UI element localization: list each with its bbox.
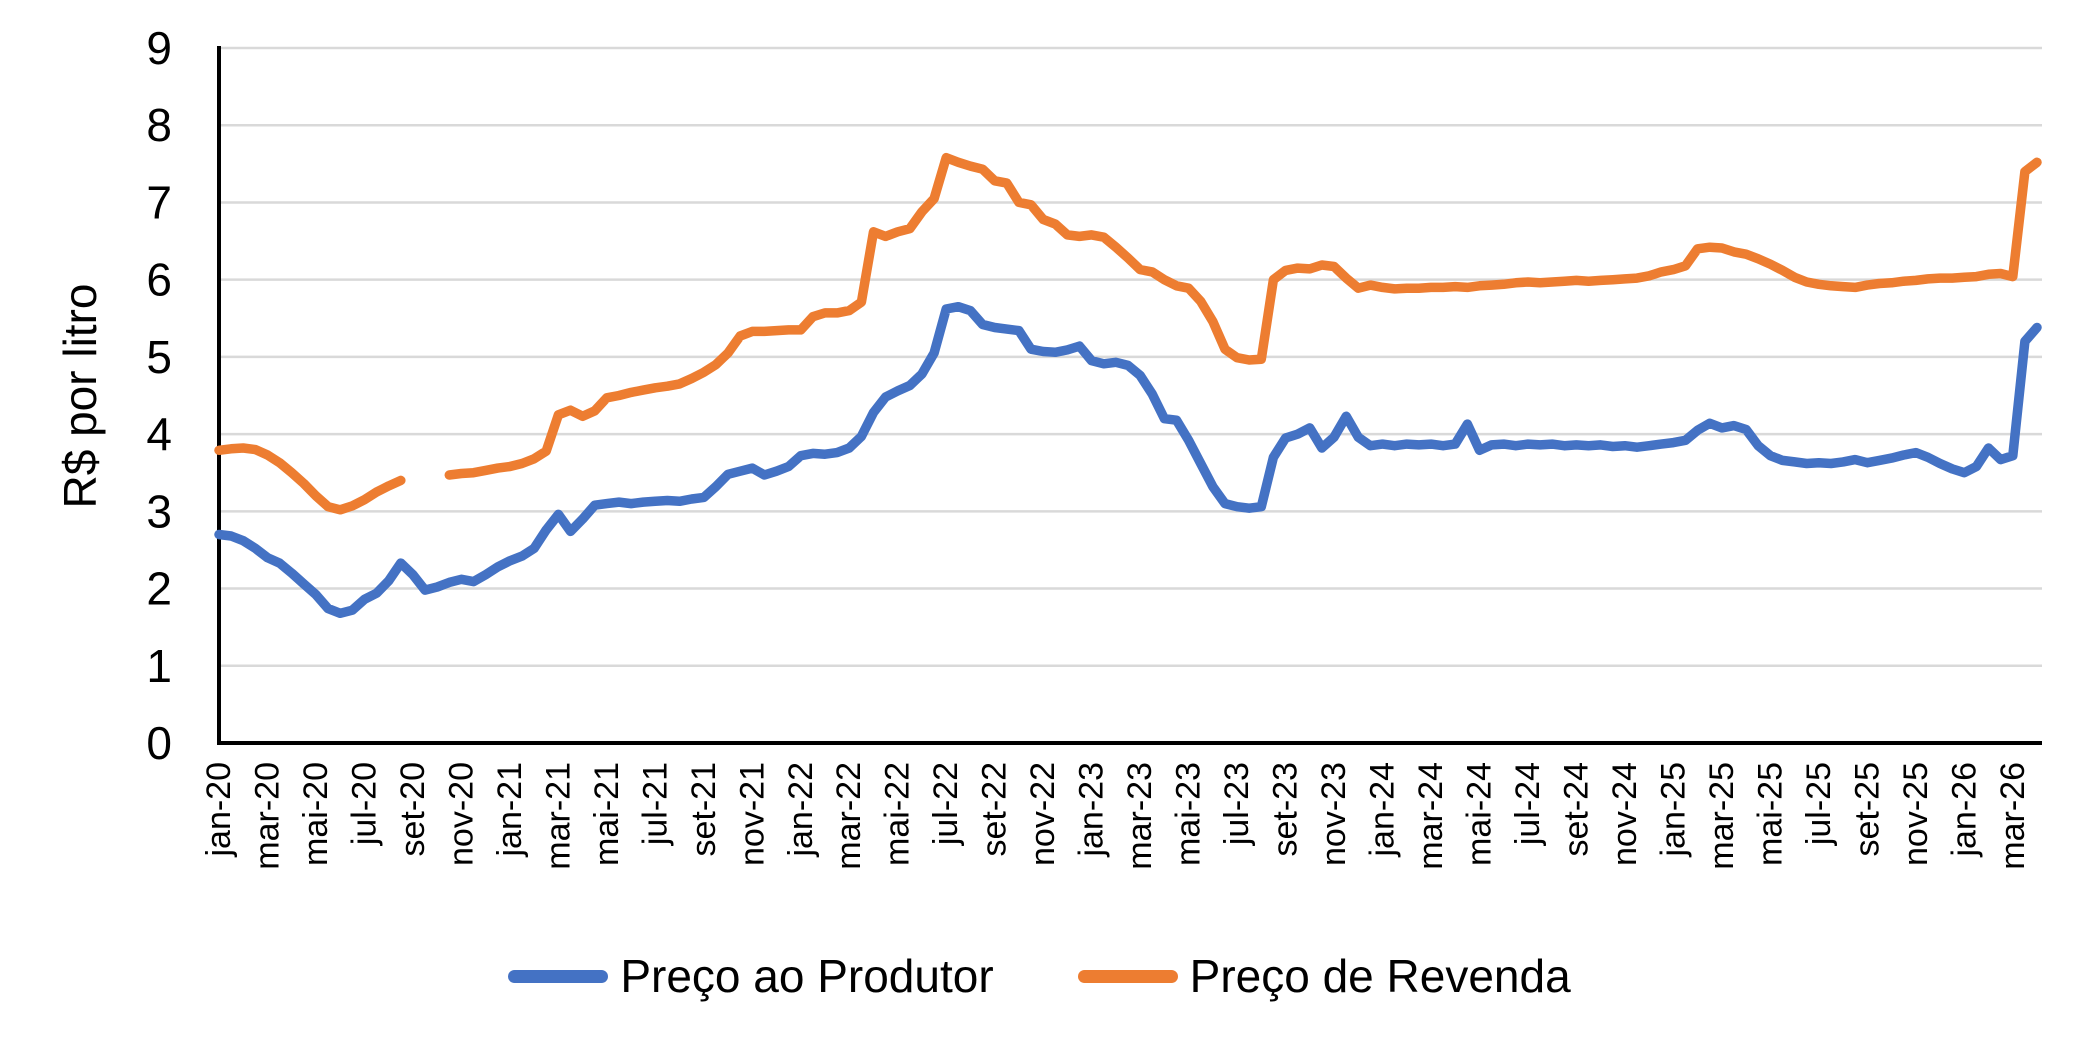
svg-text:set-24: set-24 bbox=[1557, 762, 1595, 857]
svg-text:jul-24: jul-24 bbox=[1509, 762, 1547, 846]
svg-text:nov-20: nov-20 bbox=[442, 762, 480, 866]
svg-text:mai-21: mai-21 bbox=[588, 762, 626, 866]
legend: Preço ao Produtor Preço de Revenda bbox=[0, 936, 2079, 1016]
svg-text:0: 0 bbox=[146, 717, 172, 769]
svg-text:set-23: set-23 bbox=[1267, 762, 1305, 857]
svg-text:mar-20: mar-20 bbox=[248, 762, 286, 870]
svg-text:jan-20: jan-20 bbox=[200, 762, 238, 858]
legend-label-producer: Preço ao Produtor bbox=[620, 950, 994, 1002]
svg-text:jan-22: jan-22 bbox=[782, 762, 820, 858]
svg-text:3: 3 bbox=[146, 485, 172, 537]
svg-text:2: 2 bbox=[146, 563, 172, 615]
svg-text:nov-23: nov-23 bbox=[1315, 762, 1353, 866]
gridlines bbox=[219, 46, 2042, 668]
svg-text:mar-23: mar-23 bbox=[1121, 762, 1159, 870]
svg-text:nov-21: nov-21 bbox=[733, 762, 771, 866]
svg-text:mai-25: mai-25 bbox=[1751, 762, 1789, 866]
svg-text:jan-24: jan-24 bbox=[1364, 762, 1402, 858]
svg-text:jan-26: jan-26 bbox=[1945, 762, 1983, 858]
y-axis-labels: 0 1 2 3 4 5 6 7 8 9 bbox=[146, 22, 172, 769]
svg-text:mar-26: mar-26 bbox=[1994, 762, 2032, 870]
svg-text:5: 5 bbox=[146, 331, 172, 383]
svg-text:set-20: set-20 bbox=[394, 762, 432, 857]
svg-text:mai-23: mai-23 bbox=[1170, 762, 1208, 866]
svg-text:9: 9 bbox=[146, 22, 172, 74]
svg-text:mai-20: mai-20 bbox=[297, 762, 335, 866]
series-lines bbox=[214, 152, 2042, 619]
legend-label-retail: Preço de Revenda bbox=[1189, 950, 1571, 1002]
svg-text:jul-22: jul-22 bbox=[927, 762, 965, 846]
svg-text:jan-23: jan-23 bbox=[1073, 762, 1111, 858]
legend-swatch-producer-icon bbox=[508, 969, 609, 983]
svg-text:set-25: set-25 bbox=[1848, 762, 1886, 857]
legend-item-producer: Preço ao Produtor bbox=[508, 949, 994, 1003]
svg-text:set-21: set-21 bbox=[685, 762, 723, 857]
svg-text:jan-25: jan-25 bbox=[1654, 762, 1692, 858]
svg-text:nov-25: nov-25 bbox=[1897, 762, 1935, 866]
svg-text:nov-22: nov-22 bbox=[1024, 762, 1062, 866]
svg-text:7: 7 bbox=[146, 176, 172, 228]
svg-text:mai-24: mai-24 bbox=[1460, 762, 1498, 866]
svg-text:mai-22: mai-22 bbox=[879, 762, 917, 866]
svg-text:mar-24: mar-24 bbox=[1412, 762, 1450, 870]
svg-text:4: 4 bbox=[146, 408, 172, 460]
svg-text:jul-21: jul-21 bbox=[636, 762, 674, 846]
svg-text:6: 6 bbox=[146, 254, 172, 306]
legend-swatch-retail-icon bbox=[1077, 969, 1178, 983]
svg-text:set-22: set-22 bbox=[976, 762, 1014, 857]
svg-text:jul-25: jul-25 bbox=[1800, 762, 1838, 846]
axes bbox=[217, 46, 2042, 745]
svg-text:mar-22: mar-22 bbox=[830, 762, 868, 870]
series-producer-line bbox=[214, 301, 2042, 619]
legend-item-retail: Preço de Revenda bbox=[1077, 949, 1571, 1003]
svg-text:jul-20: jul-20 bbox=[345, 762, 383, 846]
svg-text:8: 8 bbox=[146, 99, 172, 151]
svg-text:jul-23: jul-23 bbox=[1218, 762, 1256, 846]
svg-text:nov-24: nov-24 bbox=[1606, 762, 1644, 866]
series-retail-line bbox=[214, 152, 2042, 515]
y-axis-title: R$ por litro bbox=[54, 284, 106, 509]
svg-text:1: 1 bbox=[146, 640, 172, 692]
svg-text:mar-21: mar-21 bbox=[539, 762, 577, 870]
svg-text:jan-21: jan-21 bbox=[491, 762, 529, 858]
x-axis-labels: jan-20 mar-20 mai-20 jul-20 set-20 nov-20 jan-… bbox=[200, 762, 2032, 870]
svg-text:mar-25: mar-25 bbox=[1703, 762, 1741, 870]
